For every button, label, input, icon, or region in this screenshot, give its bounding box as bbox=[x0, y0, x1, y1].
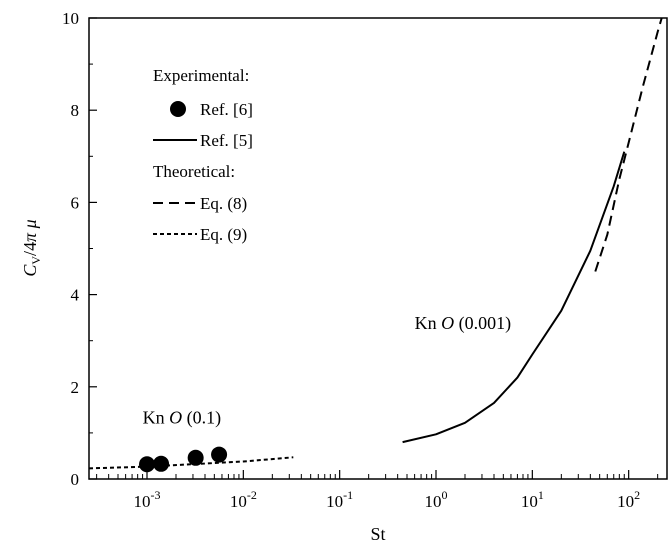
x-tick-exp: 2 bbox=[634, 488, 640, 502]
legend-heading-experimental: Experimental: bbox=[153, 66, 249, 85]
x-axis-label: St bbox=[370, 524, 385, 544]
x-tick-label: 10-3 bbox=[133, 488, 160, 511]
y-tick-label: 0 bbox=[71, 470, 80, 489]
legend-label-eq9: Eq. (9) bbox=[200, 225, 247, 244]
data-point-ref6 bbox=[138, 456, 155, 473]
data-point-ref6 bbox=[211, 446, 228, 463]
series-line-eq9 bbox=[88, 456, 294, 470]
x-tick-base: 10 bbox=[230, 492, 247, 511]
y-tick-label: 4 bbox=[71, 286, 80, 305]
annotation-kn: Kn O (0.1) bbox=[143, 408, 222, 429]
x-tick-base: 10 bbox=[424, 492, 441, 511]
data-point-ref6 bbox=[153, 455, 170, 472]
series-line-eq8 bbox=[594, 17, 663, 272]
y-axis-label: CV/4π μ bbox=[20, 219, 43, 276]
annotations: Kn O (0.001)Kn O (0.1) bbox=[143, 313, 512, 429]
x-tick-base: 10 bbox=[326, 492, 343, 511]
x-tick-base: 10 bbox=[133, 492, 150, 511]
annotation-prefix: Kn bbox=[143, 408, 170, 428]
x-tick-base: 10 bbox=[521, 492, 538, 511]
annotation-kn: Kn O (0.001) bbox=[415, 313, 512, 334]
data-point-ref6 bbox=[187, 449, 204, 466]
y-tick-label: 6 bbox=[71, 193, 80, 212]
y-tick-label: 8 bbox=[71, 101, 80, 120]
legend-marker-ref6 bbox=[170, 101, 186, 117]
x-tick-label: 100 bbox=[424, 488, 447, 511]
annotation-prefix: Kn bbox=[415, 313, 442, 333]
x-tick-exp: -1 bbox=[343, 488, 353, 502]
x-tick-label: 10-1 bbox=[326, 488, 353, 511]
x-tick-base: 10 bbox=[617, 492, 634, 511]
x-tick-exp: 1 bbox=[538, 488, 544, 502]
annotation-suffix: (0.1) bbox=[182, 408, 221, 429]
legend-heading-theoretical: Theoretical: bbox=[153, 162, 235, 181]
x-tick-label: 101 bbox=[521, 488, 544, 511]
legend-label-ref5: Ref. [5] bbox=[200, 131, 253, 150]
series-line-ref5 bbox=[402, 151, 626, 444]
annotation-suffix: (0.001) bbox=[454, 313, 511, 334]
legend: Experimental: Ref. [6] Ref. [5] Theoreti… bbox=[153, 66, 253, 244]
x-tick-label: 10-2 bbox=[230, 488, 257, 511]
x-tick-exp: -3 bbox=[150, 488, 160, 502]
x-tick-exp: -2 bbox=[247, 488, 257, 502]
legend-label-ref6: Ref. [6] bbox=[200, 100, 253, 119]
annotation-italic: O bbox=[441, 313, 454, 333]
x-tick-exp: 0 bbox=[441, 488, 447, 502]
series-group bbox=[88, 17, 663, 473]
y-tick-label: 10 bbox=[62, 9, 79, 28]
x-tick-label: 102 bbox=[617, 488, 640, 511]
y-tick-label: 2 bbox=[71, 378, 80, 397]
legend-label-eq8: Eq. (8) bbox=[200, 194, 247, 213]
annotation-italic: O bbox=[169, 408, 182, 428]
